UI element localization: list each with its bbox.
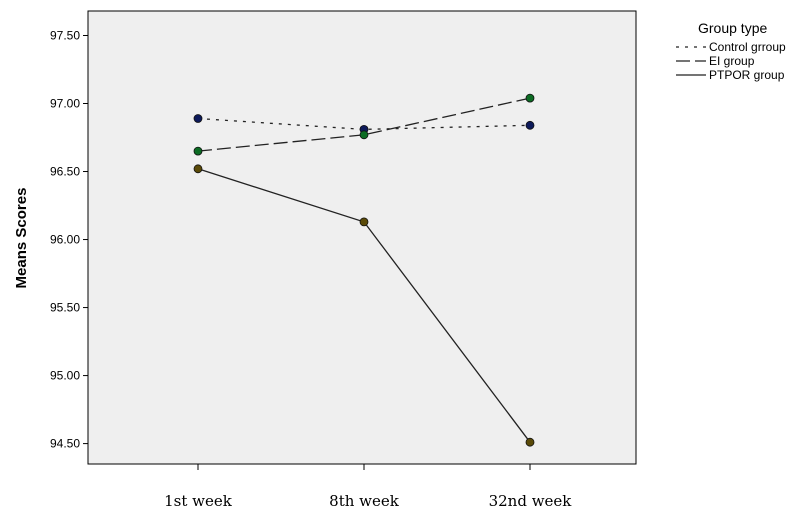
x-tick-label: 32nd week xyxy=(489,492,573,510)
y-tick-label: 97.00 xyxy=(50,97,80,111)
series-2-point xyxy=(193,164,203,174)
y-tick-label: 97.50 xyxy=(50,28,80,42)
plot-area xyxy=(87,10,637,465)
y-axis-label: Means Scores xyxy=(13,188,30,289)
legend-label: Control grroup xyxy=(709,40,786,54)
y-tick-label: 96.50 xyxy=(50,165,80,179)
y-tick-label: 94.50 xyxy=(50,437,80,451)
legend-title: Group type xyxy=(698,20,767,36)
y-tick-label: 95.50 xyxy=(50,301,80,315)
x-tick-label: 8th week xyxy=(329,492,400,510)
x-tick-label: 1st week xyxy=(164,492,233,510)
series-0-point xyxy=(525,120,535,130)
x-axis: 1st week 8th week 32nd week xyxy=(164,464,572,510)
y-tick-label: 95.00 xyxy=(50,369,80,383)
y-tick-label: 96.00 xyxy=(50,233,80,247)
series-line-0 xyxy=(197,117,531,131)
y-axis: 94.50 95.00 95.50 96.00 96.50 97.00 97.50 xyxy=(50,28,88,451)
series-1-point xyxy=(525,93,535,103)
series-0-point xyxy=(193,114,203,123)
series-2-point xyxy=(359,217,369,227)
legend-label: PTPOR group xyxy=(709,68,785,82)
legend-label: EI group xyxy=(709,54,755,68)
series-markers xyxy=(193,93,535,447)
series-2-point xyxy=(525,437,535,447)
series-1-point xyxy=(359,130,369,140)
series-1-point xyxy=(193,146,203,156)
